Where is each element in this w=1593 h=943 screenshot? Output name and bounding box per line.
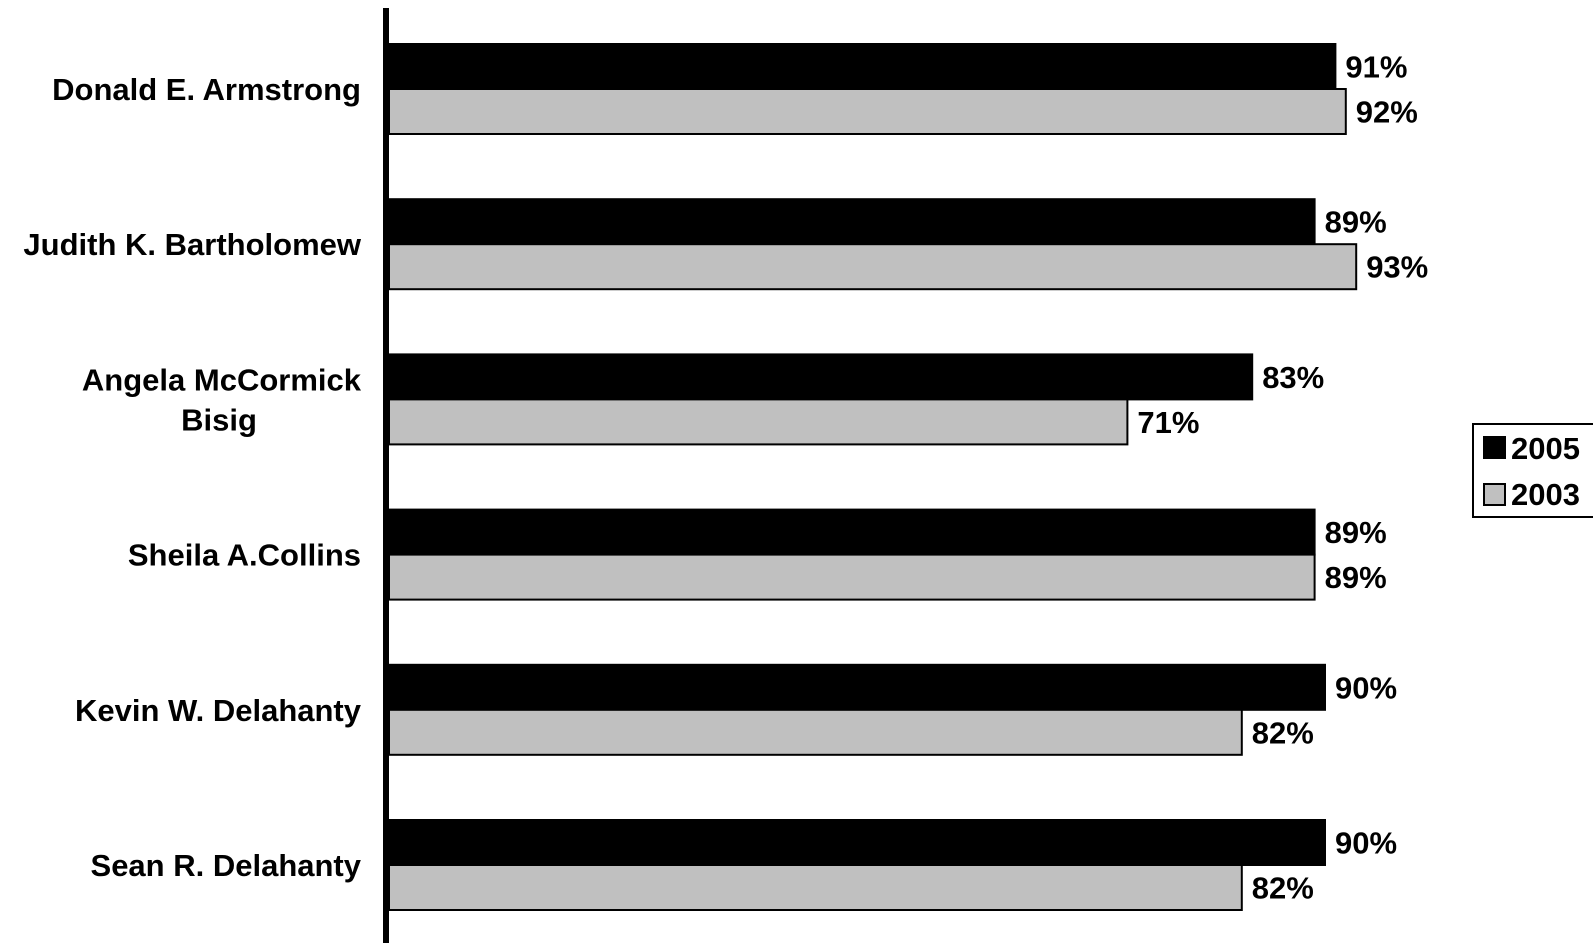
data-label-2003-4: 82% xyxy=(1252,715,1314,750)
data-label-2003-2: 71% xyxy=(1137,405,1199,440)
category-label-1: Judith K. Bartholomew xyxy=(23,227,361,262)
data-label-2005-0: 91% xyxy=(1345,50,1407,85)
bar-2003-2 xyxy=(388,398,1129,446)
data-label-2005-1: 89% xyxy=(1325,205,1387,240)
category-label-0: Donald E. Armstrong xyxy=(52,72,361,107)
bar-2005-0 xyxy=(388,43,1337,90)
data-label-2003-3: 89% xyxy=(1325,560,1387,595)
bar-2005-3 xyxy=(388,508,1316,556)
data-label-2003-0: 92% xyxy=(1356,95,1418,130)
bar-2003-4 xyxy=(388,708,1243,756)
data-label-2005-2: 83% xyxy=(1262,360,1324,395)
bar-2003-1 xyxy=(388,243,1358,291)
legend: 2005 2003 xyxy=(1472,423,1593,518)
category-label-5: Sean R. Delahanty xyxy=(91,848,362,883)
bar-2003-3 xyxy=(388,553,1316,601)
legend-swatch-2005 xyxy=(1483,436,1506,459)
bar-2005-1 xyxy=(388,198,1316,246)
data-label-2005-5: 90% xyxy=(1335,826,1397,861)
legend-label-2005: 2005 xyxy=(1511,431,1580,466)
category-labels: Donald E. Armstrong Judith K. Bartholomew… xyxy=(23,72,361,883)
data-label-2005-3: 89% xyxy=(1325,515,1387,550)
bar-2005-4 xyxy=(388,663,1326,711)
legend-swatch-2003 xyxy=(1483,483,1506,506)
category-label-2-line-0: Angela McCormick xyxy=(82,362,362,397)
category-label-3: Sheila A.Collins xyxy=(128,538,361,573)
bar-2005-5 xyxy=(388,819,1326,866)
bar-2005-2 xyxy=(388,353,1254,401)
category-label-4: Kevin W. Delahanty xyxy=(75,693,362,728)
bar-2003-5 xyxy=(388,864,1243,911)
data-label-2003-1: 93% xyxy=(1366,250,1428,285)
bar-2003-0 xyxy=(388,88,1347,135)
data-label-2005-4: 90% xyxy=(1335,670,1397,705)
legend-label-2003: 2003 xyxy=(1511,477,1580,512)
category-label-2-line-1: Bisig xyxy=(181,402,257,437)
labels-layer: 91% 92% 89% 93% 83% 71% 89% 89% 90% 82% 90% 82% xyxy=(1137,50,1428,906)
bars-layer xyxy=(388,43,1358,911)
data-label-2003-5: 82% xyxy=(1252,871,1314,906)
